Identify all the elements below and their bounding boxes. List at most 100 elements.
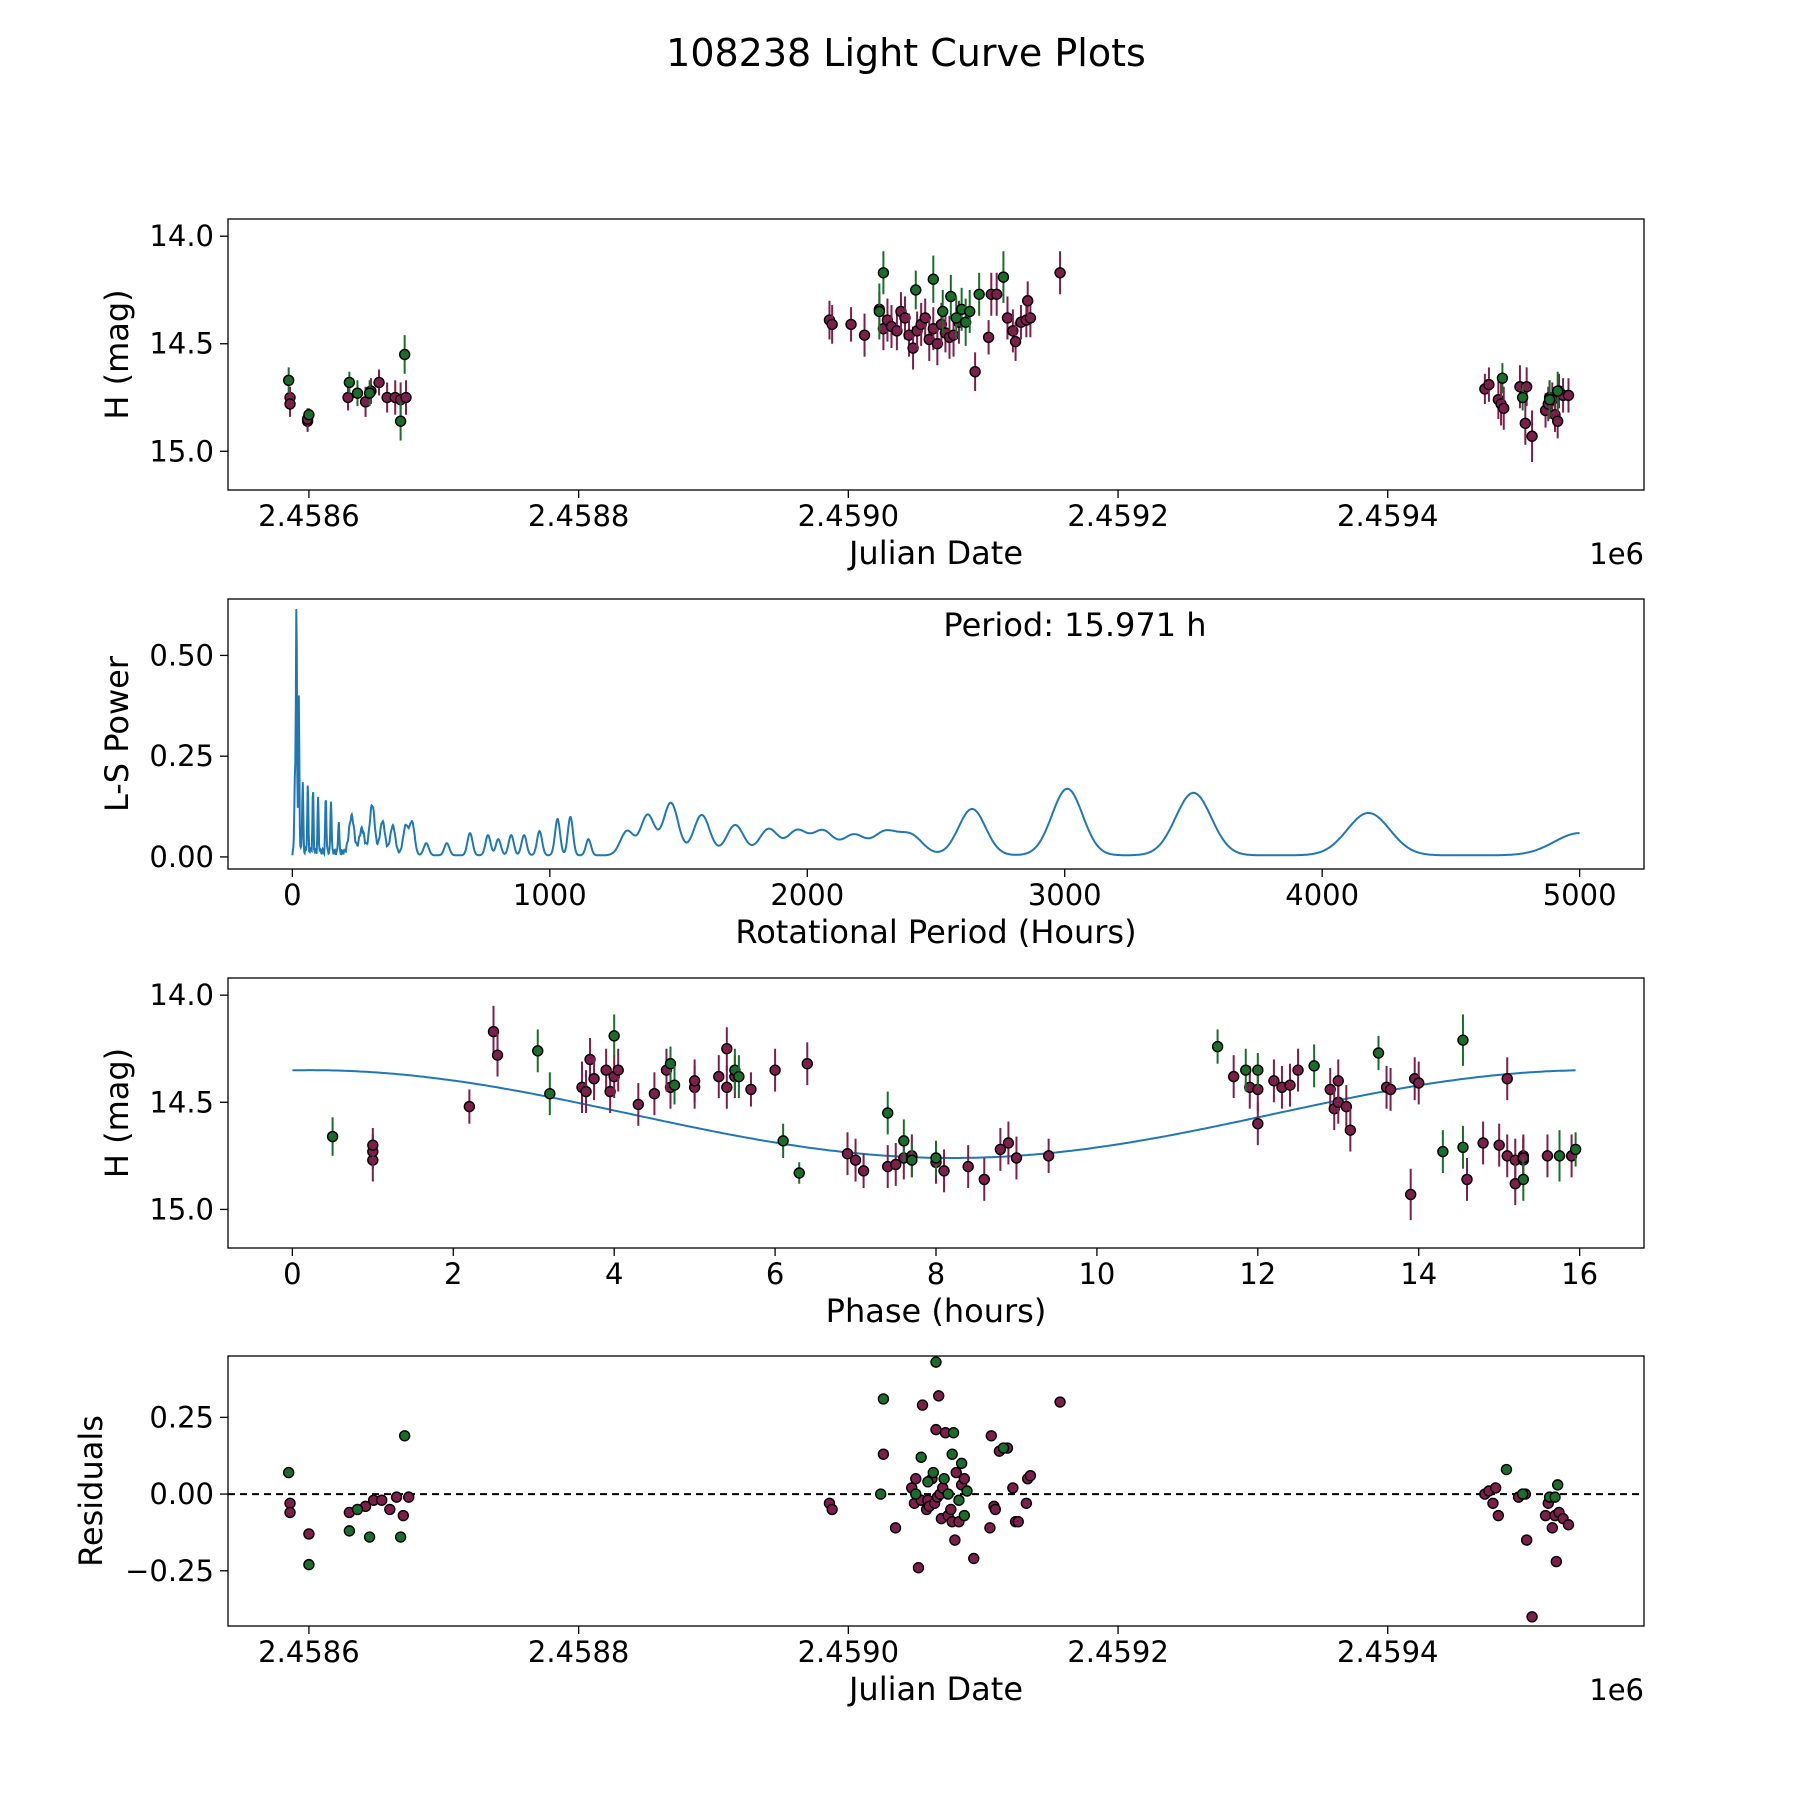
data-point: [1516, 391, 1529, 404]
data-point: [927, 1466, 940, 1479]
data-point: [1054, 267, 1066, 279]
data-point: [946, 1448, 958, 1460]
data-point: [889, 1522, 902, 1534]
data-point: [688, 1075, 701, 1087]
data-point: [801, 1058, 813, 1070]
data-point: [588, 1073, 600, 1085]
x-tick-label: 6: [766, 1257, 784, 1291]
data-point: [950, 1466, 962, 1479]
data-point: [1541, 1150, 1554, 1162]
data-point: [938, 1473, 950, 1485]
x-tick-label: 14: [1400, 1257, 1437, 1291]
data-point: [910, 1488, 922, 1500]
y-tick-label: 14.5: [149, 327, 214, 361]
ticks: 2.4586 2.4588 2.4590 2.4592 2.4594 0.25 0.00 −0…: [125, 1400, 1438, 1669]
axes-frame: [227, 1355, 1645, 1627]
data-point: [1002, 1137, 1015, 1149]
data-point: [1517, 1173, 1530, 1186]
x-axis-label: Rotational Period (Hours): [735, 913, 1136, 951]
y-tick-label: 15.0: [149, 1192, 214, 1226]
data-point: [1437, 1145, 1449, 1158]
x-tick-label: 0: [283, 878, 301, 912]
data-point: [303, 1528, 315, 1540]
data-point: [1240, 1064, 1252, 1076]
data-point: [1308, 1060, 1320, 1072]
data-point: [890, 1158, 902, 1171]
data-point: [284, 398, 296, 410]
data-point: [945, 1503, 957, 1516]
data-point: [858, 329, 871, 341]
data-point: [882, 1107, 894, 1119]
data-point: [544, 1088, 556, 1100]
data-point: [1496, 372, 1509, 384]
data-point: [1332, 1075, 1344, 1087]
data-point: [491, 1049, 504, 1061]
data-point: [1489, 1482, 1502, 1494]
data-point: [1553, 1150, 1566, 1162]
x-axis-label: Phase (hours): [826, 1292, 1047, 1330]
data-point: [906, 1154, 918, 1166]
data-point: [978, 1173, 990, 1186]
data-point: [932, 1390, 945, 1402]
x-tick-label: 2.4592: [1067, 499, 1168, 533]
data-point: [394, 415, 407, 427]
data-point: [376, 1494, 388, 1506]
axes-frame: [227, 218, 1645, 491]
data-point: [1501, 1073, 1513, 1085]
data-point: [398, 1430, 411, 1442]
data-point: [1292, 1064, 1304, 1076]
data-point: [1543, 393, 1556, 406]
x-tick-label: 0: [283, 1257, 301, 1291]
x-tick-label: 2.4594: [1337, 1635, 1438, 1669]
data-point: [1227, 1070, 1240, 1083]
data-point: [487, 1025, 500, 1038]
data-point: [363, 387, 376, 399]
x-tick-label: 1000: [513, 878, 587, 912]
plot-area: [291, 609, 1580, 858]
data-point: [777, 1135, 789, 1147]
data-point: [793, 1167, 805, 1179]
data-point: [1550, 1555, 1563, 1568]
x-tick-label: 4: [605, 1257, 623, 1291]
data-point: [1549, 1491, 1561, 1503]
data-point: [664, 1058, 677, 1070]
data-point: [997, 1442, 1010, 1454]
data-point: [949, 1534, 961, 1546]
data-point: [282, 1466, 295, 1479]
data-point: [532, 1045, 544, 1057]
data-point: [303, 1558, 315, 1571]
data-point: [1372, 1047, 1385, 1059]
y-axis-label: Residuals: [72, 1415, 110, 1567]
data-point: [1526, 430, 1538, 442]
data-point: [1487, 1497, 1499, 1509]
period-annotation: Period: 15.971 h: [943, 606, 1206, 644]
data-point: [915, 1451, 927, 1463]
data-point: [826, 318, 838, 331]
data-point: [463, 1100, 476, 1113]
x-tick-label: 2.4586: [258, 1635, 359, 1669]
data-point: [580, 1085, 592, 1098]
axes-frame: [227, 977, 1645, 1249]
data-point: [930, 1152, 942, 1164]
y-axis-label: H (mag): [98, 289, 136, 419]
x-tick-label: 2: [444, 1257, 462, 1291]
data-point: [930, 1356, 942, 1368]
data-point: [1551, 415, 1564, 427]
data-point: [845, 318, 857, 331]
data-point: [351, 387, 364, 399]
data-point: [1493, 1139, 1505, 1151]
x-tick-label: 8: [927, 1257, 945, 1291]
data-point: [1384, 1083, 1397, 1096]
x-axis-label: Julian Date: [847, 534, 1023, 572]
y-tick-label: −0.25: [125, 1554, 214, 1588]
x-axis-label: Julian Date: [847, 1670, 1023, 1708]
data-point: [1252, 1118, 1264, 1130]
data-point: [1457, 1141, 1469, 1153]
data-point: [303, 409, 315, 421]
data-point: [961, 1485, 973, 1497]
data-point: [942, 1488, 954, 1500]
x-tick-label: 2.4588: [528, 499, 629, 533]
data-point: [1562, 389, 1575, 402]
data-point: [826, 1503, 838, 1516]
data-point: [1562, 1519, 1575, 1531]
